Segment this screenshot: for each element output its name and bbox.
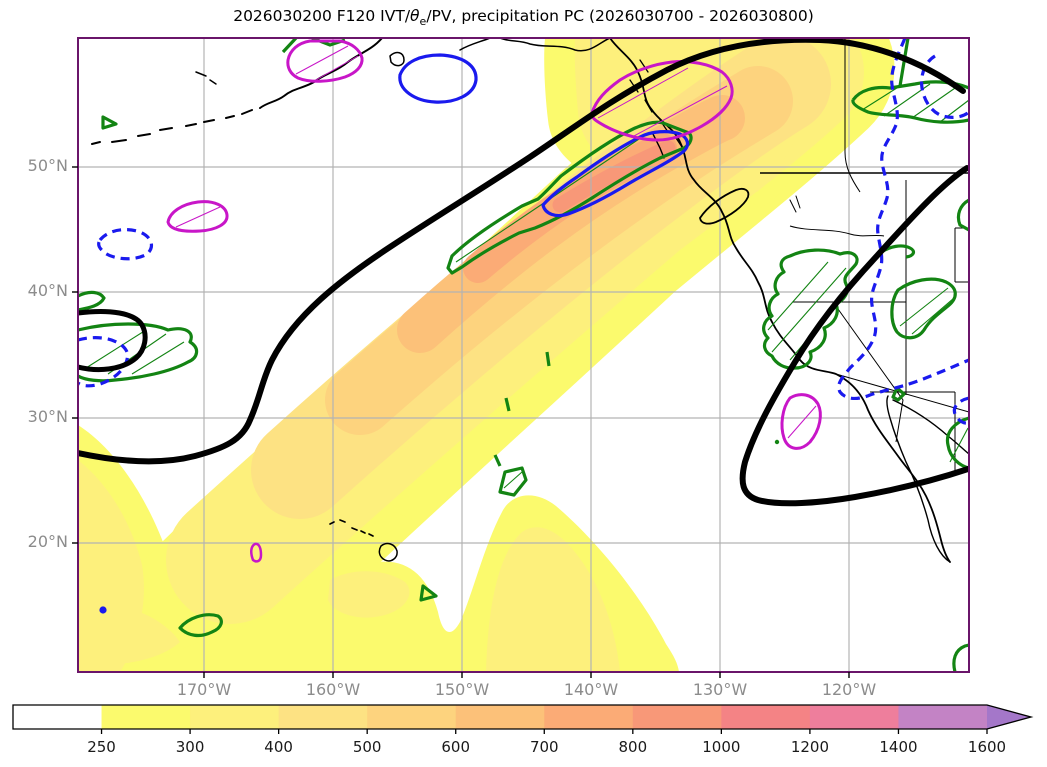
colorbar-tick-label: 1400: [879, 738, 918, 756]
colorbar-tick-label: 800: [618, 738, 648, 756]
green-oregon-segment: [879, 244, 916, 259]
colorbar-over-arrow: [987, 705, 1031, 729]
y-axis-tick-label: 40°N: [27, 281, 68, 300]
magenta-hatching: [175, 45, 817, 439]
y-axis-tick-label: 20°N: [27, 532, 68, 551]
coast-gulf: [892, 399, 969, 455]
colorbar-segment: [101, 705, 191, 729]
colorbar-outline: [12, 704, 1034, 730]
blue-top-oval: [398, 53, 478, 104]
colorbar-tick-label: 700: [529, 738, 559, 756]
borders: [760, 38, 969, 472]
colorbar-segment: [898, 705, 988, 729]
colorbar-segment: [721, 705, 811, 729]
pv-contours: [78, 38, 969, 507]
colorbar-tick-label: 250: [87, 738, 116, 756]
ivt-fill-300-bump: [486, 527, 620, 672]
green-right-edge-low: [945, 416, 969, 470]
green-bottom-left: [178, 613, 223, 638]
ivt-fill-250-hawaii: [363, 512, 413, 537]
border-wa-or: [789, 225, 885, 237]
coast-hawaii-chain: [329, 519, 374, 537]
title-suffix: /PV, precipitation PC (2026030700 - 2026…: [426, 7, 814, 25]
magenta-top-left: [286, 39, 364, 83]
coast-big-island: [378, 542, 398, 562]
colorbar-segment: [367, 705, 457, 729]
pv-contour-main: [78, 38, 966, 465]
ivt-fill-800-band: [552, 140, 676, 213]
blue-dot: [99, 606, 107, 614]
axis-ticks: [72, 166, 850, 678]
magenta-left-oval: [166, 200, 229, 233]
coast-vancouver-island: [699, 187, 750, 225]
y-axis-tick-label: 50°N: [27, 156, 68, 175]
pc-contours-magenta: [166, 39, 822, 563]
x-axis-tick-label: 130°W: [692, 680, 748, 699]
colorbar-segment: [190, 705, 280, 729]
x-axis-tick-label: 160°W: [305, 680, 361, 699]
border-wy: [954, 227, 969, 283]
title-prefix: 2026030200 F120 IVT/: [233, 7, 411, 25]
coast-puget: [789, 195, 801, 213]
title-theta-sub: e: [419, 15, 427, 29]
border-ca-nv: [832, 301, 904, 443]
blue-dashed-left-mid: [78, 336, 130, 388]
blue-ar-band: [541, 130, 690, 218]
map-frame: [77, 37, 970, 673]
magenta-small: [250, 542, 263, 563]
chart-title: 2026030200 F120 IVT/θe/PV, precipitation…: [0, 7, 1047, 28]
colorbar-tick-label: 1000: [702, 738, 741, 756]
green-left-hatched: [78, 322, 199, 383]
blue-dashed-sonora: [952, 396, 969, 425]
colorbar-segment: [632, 705, 722, 729]
green-ut-az: [890, 277, 957, 340]
coast-bering-islands: [195, 71, 217, 85]
x-axis-tick-label: 140°W: [563, 680, 619, 699]
border-bc-alberta: [844, 38, 861, 193]
coast-haida-gwaii: [651, 131, 665, 159]
ivt-fill-300-corner: [78, 598, 180, 666]
green-bottom-right: [952, 643, 969, 672]
green-small-triangle: [101, 115, 118, 130]
colorbar-tick-label: 300: [175, 738, 205, 756]
colorbar-segment: [544, 705, 634, 729]
green-dashes: [493, 351, 551, 467]
blue-dashed-us: [837, 38, 969, 400]
title-theta: θ: [410, 7, 420, 25]
y-axis-tick-label: 30°N: [27, 407, 68, 426]
colorbar-tick-label: 600: [441, 738, 471, 756]
magenta-baja: [780, 393, 822, 450]
colorbar-tick-label: 1600: [967, 738, 1007, 756]
blue-dashed-left-top: [97, 228, 154, 261]
green-border-small: [891, 386, 906, 402]
colorbar-segment: [278, 705, 368, 729]
pv-contour-left-blob: [78, 309, 148, 373]
coast-kodiak: [389, 51, 405, 67]
colorbar-segment: [13, 705, 103, 729]
green-dot: [774, 439, 780, 445]
colorbar-tick-label: 400: [264, 738, 293, 756]
colorbar: [12, 704, 1034, 734]
green-mid-quad: [498, 466, 528, 497]
coast-baja-east: [886, 395, 951, 563]
x-axis-tick-label: 120°W: [821, 680, 877, 699]
green-left-40n: [78, 290, 106, 312]
green-small-triangle-2: [419, 584, 438, 602]
ivt-shading: [78, 38, 895, 672]
green-right-edge: [956, 198, 969, 232]
colorbar-segment: [455, 705, 545, 729]
colorbar-segment: [809, 705, 899, 729]
x-axis-tick-label: 170°W: [176, 680, 232, 699]
coast-alaska-peninsula: [259, 38, 383, 109]
colorbar-tick-label: 500: [352, 738, 382, 756]
magenta-bc: [590, 60, 734, 142]
ivt-fill-300-patch: [328, 571, 410, 618]
pv-contour-southwest: [739, 165, 969, 507]
colorbar-tick-label: 1200: [790, 738, 829, 756]
green-ca-nv: [762, 248, 859, 370]
x-axis-tick-label: 150°W: [434, 680, 490, 699]
coast-aleutians: [91, 109, 253, 145]
